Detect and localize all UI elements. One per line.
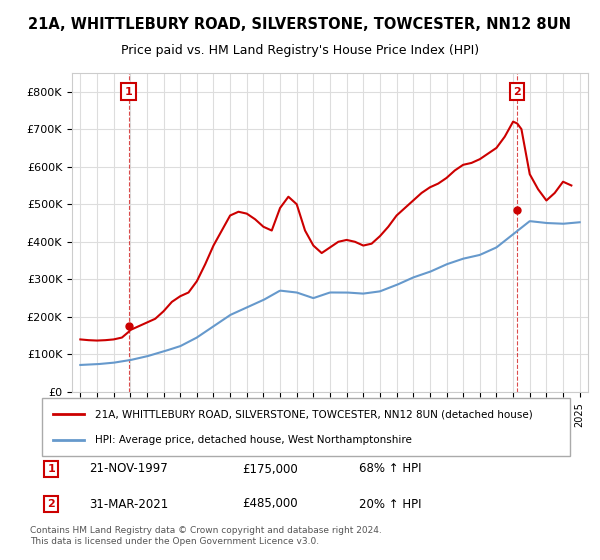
Text: HPI: Average price, detached house, West Northamptonshire: HPI: Average price, detached house, West… (95, 435, 412, 445)
Text: 1: 1 (47, 464, 55, 474)
Text: 2: 2 (514, 87, 521, 96)
Text: Price paid vs. HM Land Registry's House Price Index (HPI): Price paid vs. HM Land Registry's House … (121, 44, 479, 57)
Text: 20% ↑ HPI: 20% ↑ HPI (359, 497, 421, 511)
Text: 1: 1 (125, 87, 133, 96)
Text: 2: 2 (47, 499, 55, 509)
Text: 31-MAR-2021: 31-MAR-2021 (89, 497, 169, 511)
FancyBboxPatch shape (42, 398, 570, 456)
Text: 21A, WHITTLEBURY ROAD, SILVERSTONE, TOWCESTER, NN12 8UN (detached house): 21A, WHITTLEBURY ROAD, SILVERSTONE, TOWC… (95, 409, 533, 419)
Text: 21-NOV-1997: 21-NOV-1997 (89, 463, 168, 475)
Text: £175,000: £175,000 (242, 463, 298, 475)
Text: Contains HM Land Registry data © Crown copyright and database right 2024.
This d: Contains HM Land Registry data © Crown c… (30, 526, 382, 546)
Text: £485,000: £485,000 (242, 497, 298, 511)
Text: 68% ↑ HPI: 68% ↑ HPI (359, 463, 421, 475)
Text: 21A, WHITTLEBURY ROAD, SILVERSTONE, TOWCESTER, NN12 8UN: 21A, WHITTLEBURY ROAD, SILVERSTONE, TOWC… (29, 17, 571, 32)
